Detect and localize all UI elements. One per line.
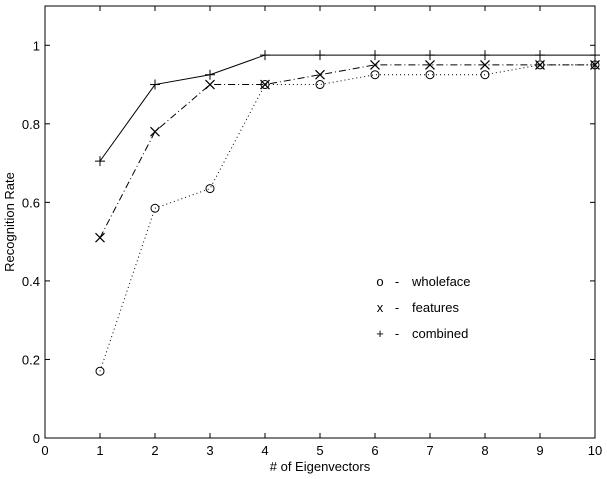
combined-point	[205, 69, 215, 80]
series-features	[95, 59, 600, 243]
legend-item-combined: + - combined	[376, 326, 468, 341]
x-tick-label: 8	[481, 443, 488, 458]
features-point	[535, 59, 545, 70]
plot-area	[44, 5, 596, 439]
legend-symbol: o	[376, 274, 383, 289]
x-tick-label: 6	[371, 443, 378, 458]
legend-label: combined	[412, 326, 468, 341]
y-tick-label: 0.2	[22, 352, 40, 367]
series-combined	[95, 50, 600, 167]
features-line	[99, 64, 595, 238]
features-point	[150, 126, 160, 137]
legend-item-wholeface: o - wholeface	[376, 274, 470, 289]
features-point	[480, 59, 490, 70]
series-wholeface	[95, 60, 600, 376]
combined-point	[150, 79, 160, 90]
combined-point	[535, 50, 545, 61]
y-tick-label: 1	[33, 38, 40, 53]
wholeface-point	[425, 70, 435, 80]
wholeface-point	[205, 184, 215, 194]
wholeface-point	[95, 366, 105, 376]
y-axis-label: Recognition Rate	[2, 172, 17, 272]
legend-label: wholeface	[411, 274, 471, 289]
combined-point	[95, 156, 105, 167]
y-tick-label: 0	[33, 431, 40, 446]
features-point	[95, 232, 105, 243]
x-tick-label: 10	[588, 443, 602, 458]
features-point	[425, 59, 435, 70]
wholeface-point	[150, 203, 160, 213]
combined-point	[480, 50, 490, 61]
x-tick-label: 0	[41, 443, 48, 458]
combined-point	[425, 50, 435, 61]
x-tick-label: 7	[426, 443, 433, 458]
combined-point	[260, 50, 270, 61]
x-tick-label: 1	[96, 443, 103, 458]
x-tick-label: 3	[206, 443, 213, 458]
features-point	[370, 59, 380, 70]
combined-point	[315, 50, 325, 61]
features-point	[590, 59, 600, 70]
legend-label: features	[412, 300, 459, 315]
legend-dash: -	[395, 300, 399, 315]
wholeface-point	[370, 70, 380, 80]
x-axis-label: # of Eigenvectors	[270, 459, 371, 474]
wholeface-line	[99, 64, 595, 372]
y-tick-label: 0.4	[22, 274, 40, 289]
wholeface-point	[480, 70, 490, 80]
x-tick-label: 5	[316, 443, 323, 458]
legend-dash: -	[395, 274, 399, 289]
y-tick-label: 0.6	[22, 195, 40, 210]
x-tick-label: 4	[261, 443, 268, 458]
features-point	[260, 79, 270, 90]
wholeface-point	[315, 80, 325, 90]
features-point	[315, 69, 325, 80]
legend-dash: -	[395, 326, 399, 341]
axis-ticks: 0 1 2 3 4 5 6 7 8 9 10 0 0.2 0.4 0.6 0.8 1	[22, 6, 602, 458]
legend-item-features: x - features	[377, 300, 460, 315]
combined-point	[370, 50, 380, 61]
features-point	[205, 79, 215, 90]
y-tick-label: 0.8	[22, 117, 40, 132]
series-layer	[95, 50, 600, 376]
x-tick-label: 9	[536, 443, 543, 458]
legend-symbol: +	[376, 326, 384, 341]
combined-point	[590, 50, 600, 61]
legend-symbol: x	[377, 300, 384, 315]
combined-line	[99, 54, 595, 162]
x-tick-label: 2	[151, 443, 158, 458]
